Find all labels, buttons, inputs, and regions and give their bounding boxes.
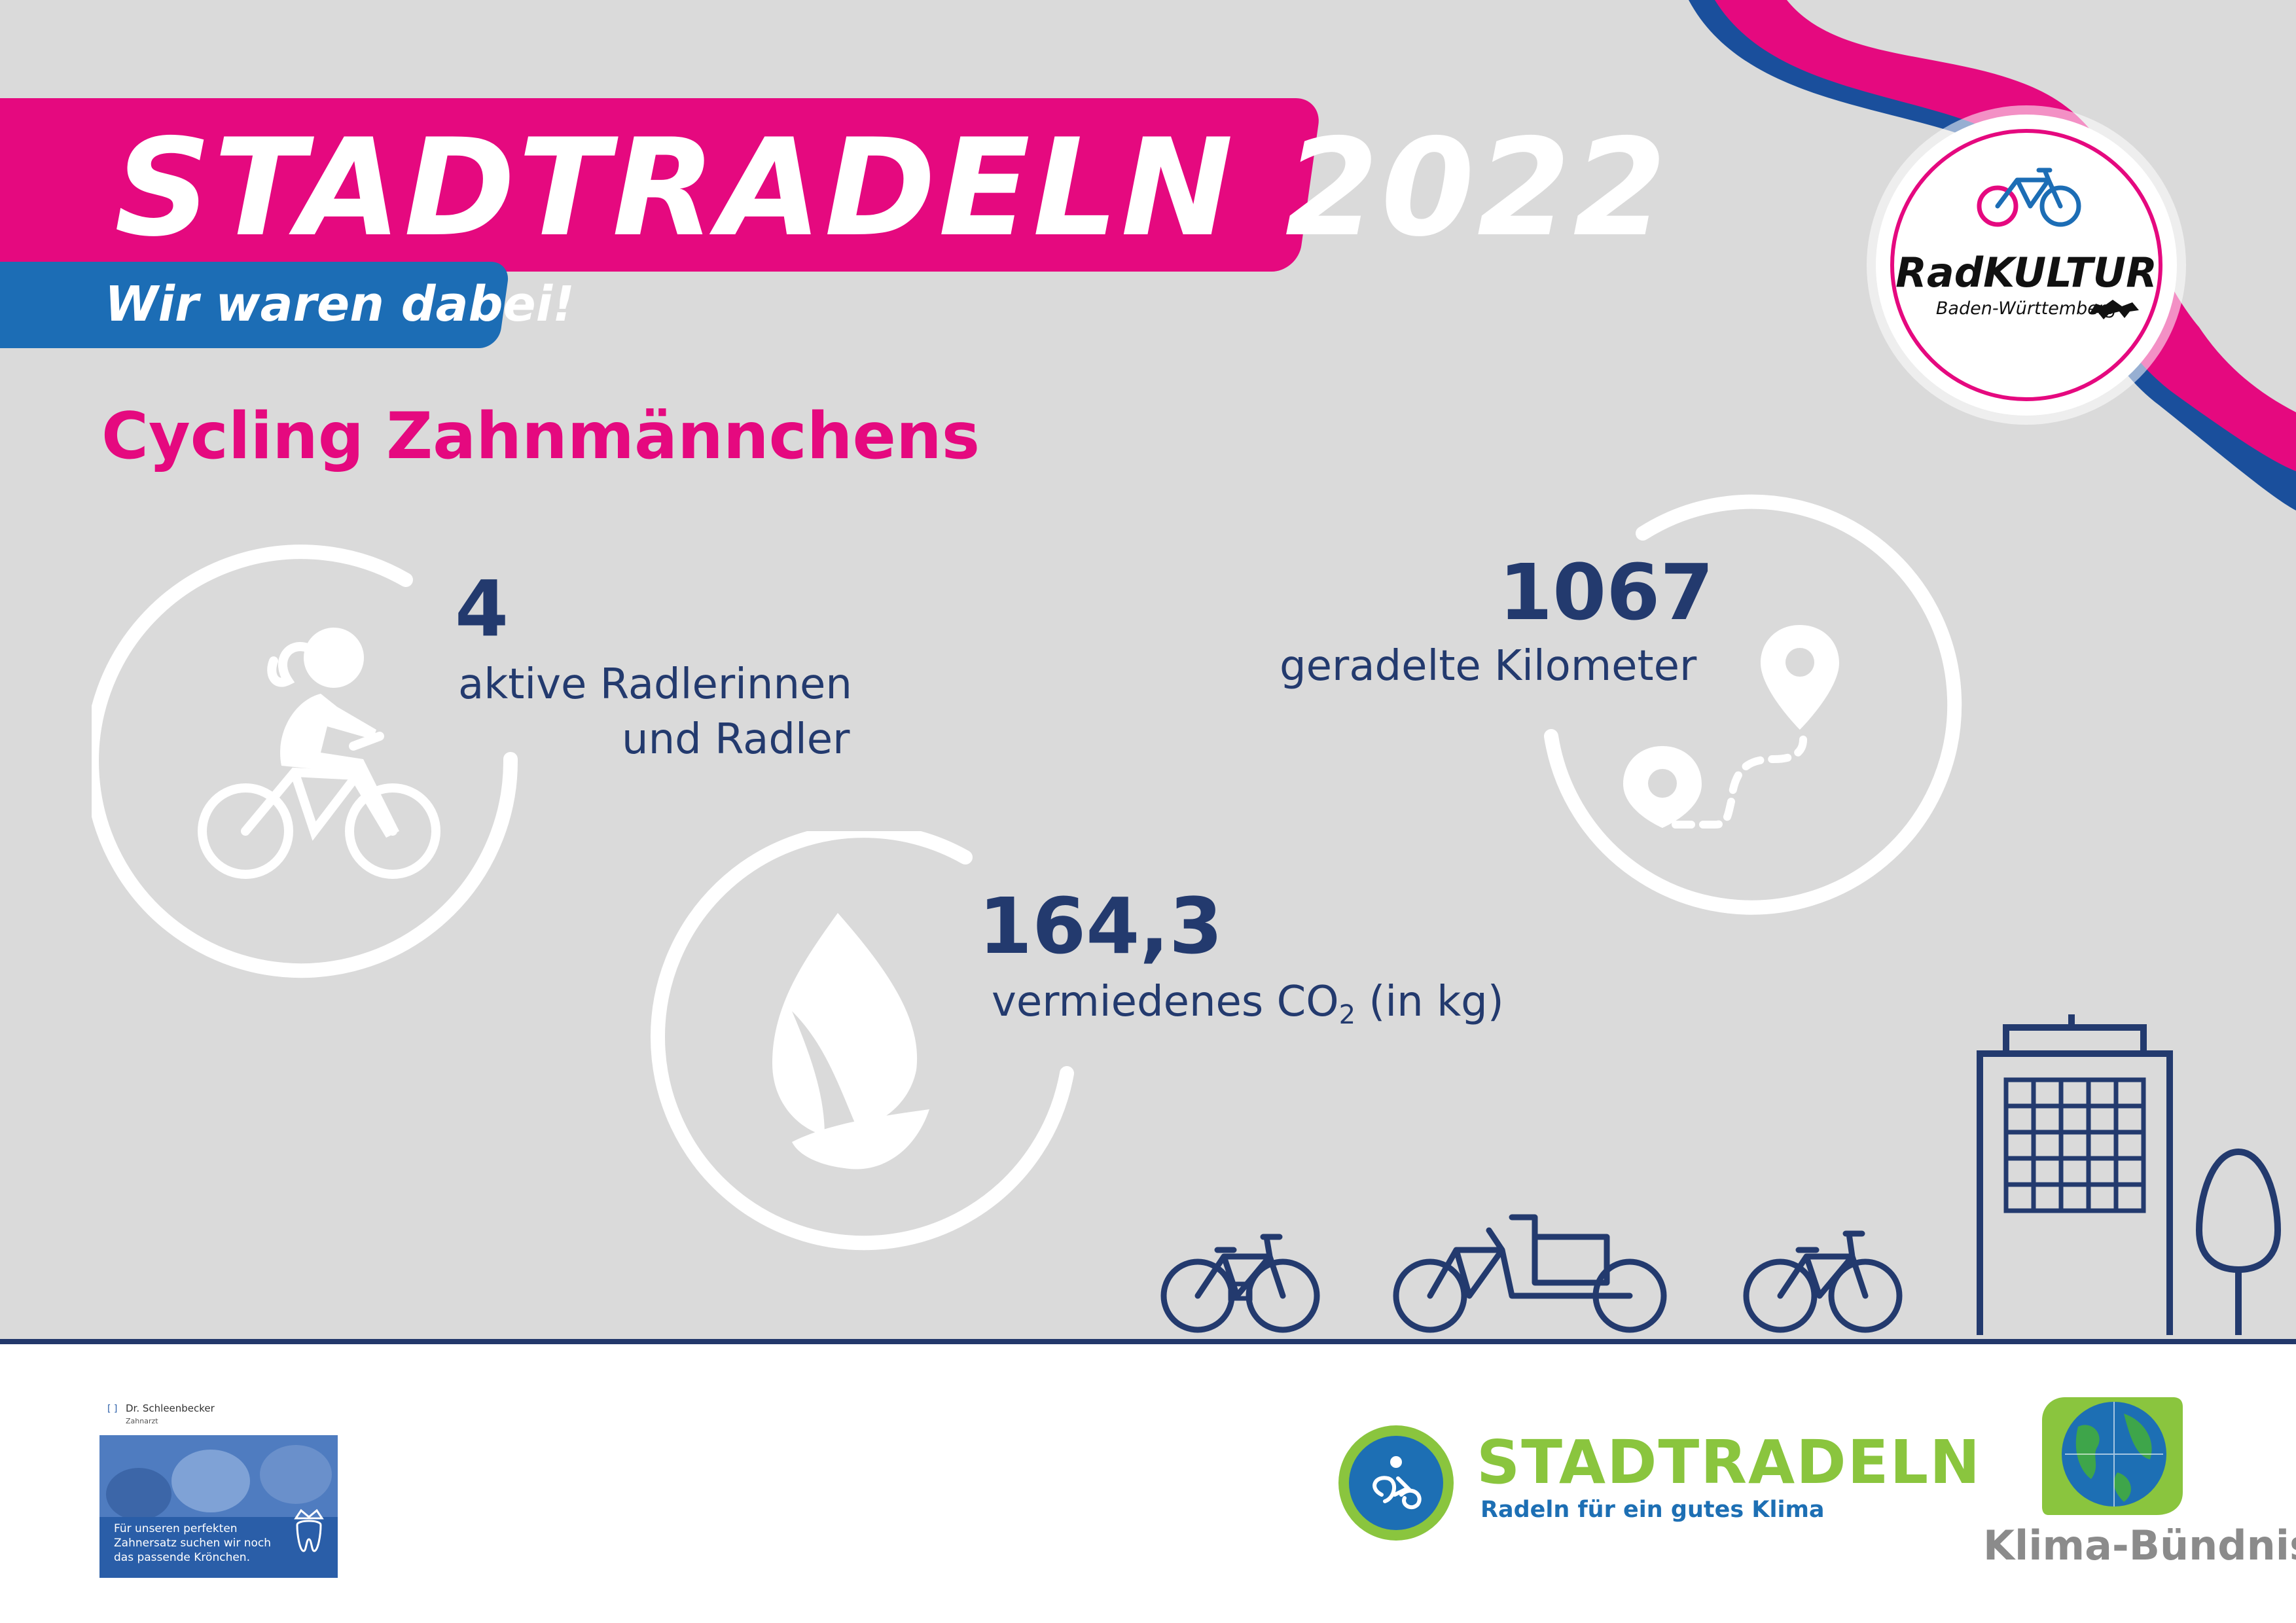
sponsor-text: Für unseren perfekten Zahnersatz suchen … (114, 1522, 272, 1564)
page-subtitle: Wir waren dabei! (105, 276, 575, 332)
tree-icon (2195, 1148, 2282, 1335)
co2-label: vermiedenes CO2 (in kg) (992, 978, 1504, 1030)
stadtradeln-cyclist-icon (1372, 1456, 1422, 1510)
sponsor-bracket-icon: [ ] (107, 1404, 118, 1414)
route-pin-icon (1623, 625, 1839, 829)
klima-buendnis-name: Klima-Bündnis (1983, 1522, 2296, 1569)
team-name: Cycling Zahnmännchens (101, 399, 980, 474)
cyclists-circle (92, 544, 518, 978)
ribbon-decoration (1689, 0, 2296, 510)
badge-region: Baden-Württemberg (1935, 298, 2117, 319)
co2-circle (651, 831, 1074, 1251)
cargo-bike-icon (1393, 1214, 1667, 1333)
cyclists-label-line1: aktive Radlerinnen (458, 660, 852, 709)
office-building-icon (1977, 1014, 2173, 1335)
co2-value: 164,3 (978, 881, 1223, 971)
stadtradeln-logo-name: STADTRADELN (1477, 1427, 1982, 1497)
kilometers-label: geradelte Kilometer (1280, 642, 1697, 690)
bike-icon (1743, 1230, 1903, 1333)
sponsor-header (99, 1397, 338, 1435)
sponsor-name: Dr. Schleenbecker (126, 1402, 215, 1414)
badge-name: RadKULTUR (1895, 249, 2157, 296)
stadtradeln-logo-circle (1349, 1436, 1443, 1530)
page-title: STADTRADELN 2022 (115, 111, 1670, 266)
sponsor-role: Zahnarzt (126, 1417, 158, 1425)
cyclists-label-line2: und Radler (622, 715, 850, 764)
badge-bike-icon (1977, 168, 2081, 227)
crowned-tooth-icon (294, 1508, 324, 1552)
ebike-icon (1160, 1234, 1320, 1333)
sponsor-card: [ ] Dr. Schleenbecker Zahnarzt Für unser… (99, 1397, 338, 1578)
sponsor-photo (99, 1435, 338, 1517)
cyclists-count: 4 (455, 563, 509, 654)
kilometers-circle (1544, 494, 1962, 915)
radkultur-ring (1890, 129, 2162, 401)
cyclist-icon (198, 628, 440, 879)
leaf-icon (772, 913, 929, 1169)
kilometers-value: 1067 (1499, 547, 1714, 637)
klima-buendnis-globe-icon (2042, 1397, 2183, 1515)
lion-emblem-icon (2089, 300, 2139, 319)
ground-line (0, 1339, 2296, 1344)
stadtradeln-logo-tagline: Radeln für ein gutes Klima (1480, 1497, 1825, 1523)
